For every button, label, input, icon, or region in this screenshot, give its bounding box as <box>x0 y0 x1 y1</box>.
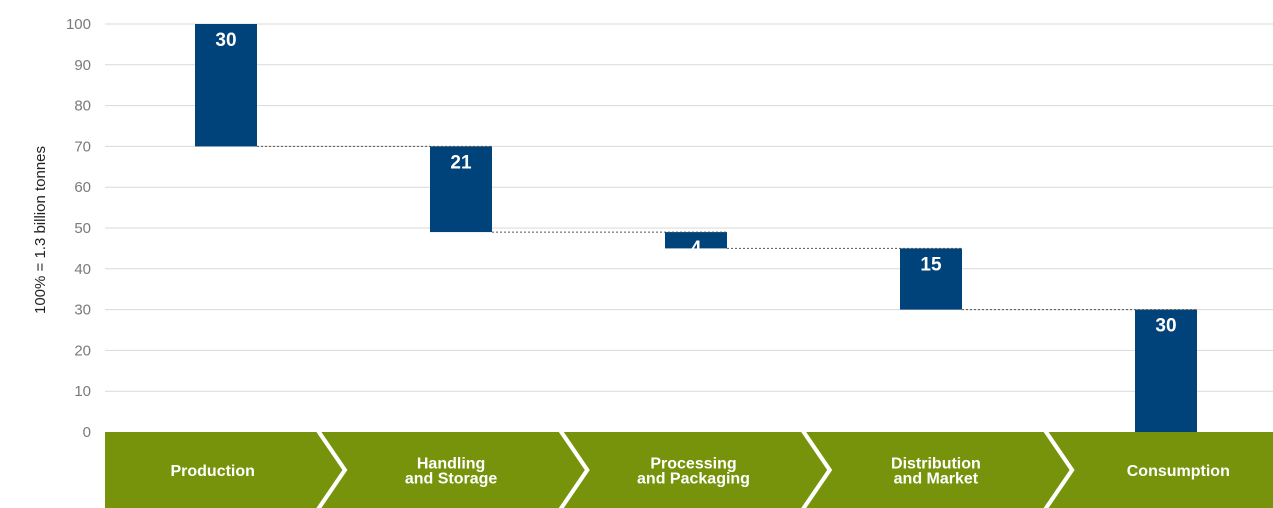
y-tick-label: 30 <box>74 302 91 319</box>
waterfall-bar <box>900 248 962 310</box>
stage-label: and Market <box>894 471 979 488</box>
stage-label: Consumption <box>1127 463 1230 480</box>
waterfall-bar <box>1135 309 1197 432</box>
y-tick-label: 20 <box>74 342 91 359</box>
stage-label: Processing <box>650 456 736 473</box>
stage-arrow <box>563 432 828 508</box>
bar-value-label: 15 <box>920 254 942 275</box>
stage-label: Distribution <box>891 456 981 473</box>
y-tick-label: 60 <box>74 179 91 196</box>
y-axis-ticks: 0 10 20 30 40 50 60 70 80 90 100 <box>66 16 91 441</box>
y-tick-label: 40 <box>74 261 91 278</box>
y-axis-label: 100% = 1.3 billion tonnes <box>32 146 49 314</box>
waterfall-bar <box>195 24 257 147</box>
stage-arrow <box>806 432 1070 508</box>
y-tick-label: 100 <box>66 16 91 33</box>
stage-label: and Packaging <box>637 471 750 488</box>
waterfall-bar <box>430 146 492 233</box>
stage-label: and Storage <box>405 471 498 488</box>
stage-label: Production <box>170 463 254 480</box>
bar-value-label: 30 <box>1155 316 1176 337</box>
y-tick-label: 80 <box>74 98 91 115</box>
bar-value-label: 30 <box>215 30 236 51</box>
stage-label: Handling <box>417 456 485 473</box>
y-tick-label: 70 <box>74 138 91 155</box>
bars: 30 21 4 15 30 <box>195 24 1197 432</box>
y-tick-label: 50 <box>74 220 91 237</box>
y-tick-label: 0 <box>83 424 91 441</box>
stage-arrow <box>321 432 585 508</box>
bar-value-label: 21 <box>450 152 472 173</box>
connectors <box>257 145 1197 311</box>
y-tick-label: 10 <box>74 383 91 400</box>
gridlines <box>105 23 1273 392</box>
stage-arrow <box>105 432 343 508</box>
bar-value-label: 4 <box>691 238 702 259</box>
waterfall-bar <box>665 232 727 249</box>
y-tick-label: 90 <box>74 57 91 74</box>
stage-arrow <box>1048 432 1273 508</box>
